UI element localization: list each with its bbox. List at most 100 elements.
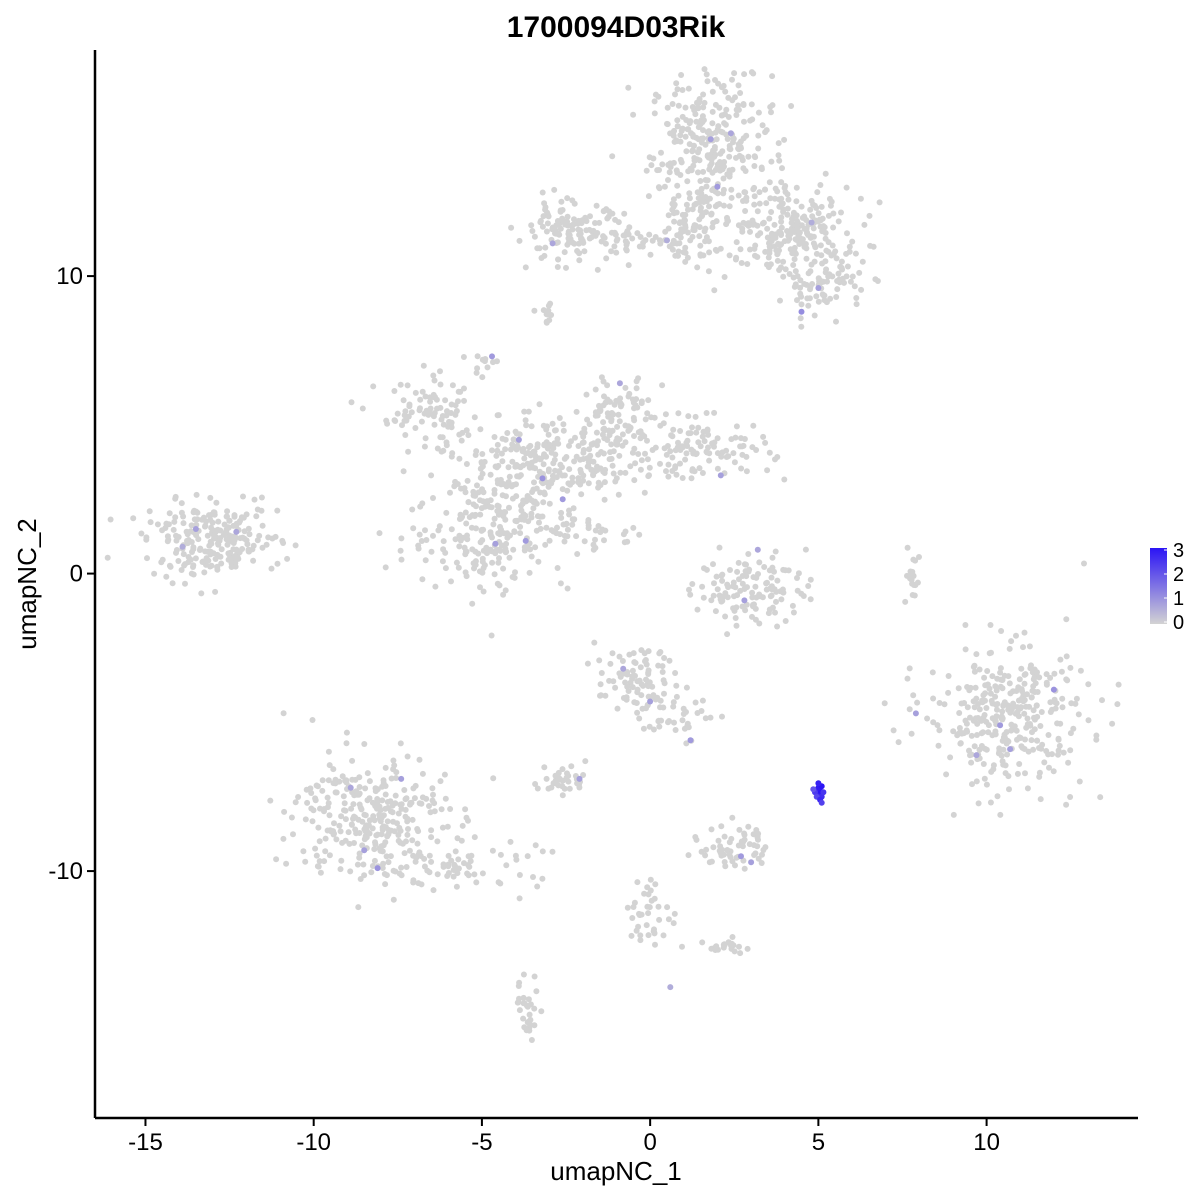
data-point [807, 206, 814, 213]
data-point [1020, 644, 1026, 651]
data-point [601, 479, 608, 486]
data-point [559, 792, 566, 799]
data-point [752, 605, 759, 612]
data-point [183, 528, 190, 535]
data-point [672, 91, 678, 98]
data-point-expressed [808, 219, 815, 226]
data-point [555, 440, 562, 447]
data-point [559, 777, 566, 784]
data-point [1093, 732, 1100, 739]
data-point [739, 451, 746, 458]
data-point [489, 559, 496, 566]
data-point [513, 493, 520, 500]
data-point [1028, 737, 1035, 744]
data-point [379, 865, 386, 871]
data-point [501, 530, 508, 537]
data-point [564, 195, 571, 202]
data-point [406, 403, 413, 410]
data-point [267, 797, 274, 804]
data-point [581, 538, 588, 545]
data-point [520, 971, 527, 978]
data-point [431, 377, 438, 384]
data-point [973, 778, 980, 785]
data-point [1073, 695, 1080, 702]
data-point [740, 857, 747, 864]
data-point [325, 748, 332, 755]
data-point [180, 520, 187, 527]
data-point [609, 153, 616, 160]
data-point [316, 838, 323, 845]
data-point [304, 799, 311, 806]
data-point [815, 210, 822, 217]
data-point [677, 460, 683, 467]
data-point [631, 659, 638, 666]
data-point [224, 513, 230, 520]
data-point [290, 831, 296, 838]
x-axis-ticks: -15 -10 -5 0 5 10 [128, 1118, 1000, 1156]
data-point [764, 467, 771, 474]
data-point [536, 401, 543, 408]
data-point [516, 995, 522, 1002]
data-point [560, 421, 567, 428]
data-point [728, 940, 735, 947]
data-point [222, 529, 229, 535]
data-point [494, 502, 501, 509]
data-point [379, 797, 386, 804]
data-point [769, 586, 776, 593]
data-point [453, 883, 460, 890]
data-point [215, 518, 222, 525]
data-point [1013, 632, 1019, 639]
data-point [752, 252, 758, 259]
data-point [765, 610, 772, 617]
data-point [679, 87, 686, 93]
data-point [1021, 680, 1028, 687]
data-point [670, 132, 677, 139]
data-point [753, 447, 760, 453]
data-point [721, 274, 728, 280]
data-point [354, 861, 361, 868]
data-point [725, 453, 732, 460]
data-point [629, 235, 636, 242]
data-point [569, 222, 575, 229]
data-point [163, 573, 170, 580]
data-point [254, 537, 261, 544]
data-point [777, 242, 784, 249]
data-point [541, 441, 548, 448]
data-point [682, 456, 689, 463]
data-point [546, 537, 553, 544]
data-point [715, 837, 722, 844]
data-point [635, 923, 642, 930]
data-point [1026, 703, 1033, 710]
data-point [1075, 711, 1082, 718]
data-point [697, 199, 704, 206]
data-point [409, 506, 416, 513]
data-point [641, 489, 648, 496]
data-point [778, 218, 785, 225]
data-point [560, 427, 567, 434]
data-point [798, 203, 805, 210]
data-point [881, 700, 888, 707]
data-point [691, 155, 698, 161]
data-point [620, 531, 627, 538]
data-point [454, 835, 461, 842]
data-point [983, 781, 990, 788]
data-point [529, 489, 536, 495]
data-point [706, 249, 713, 256]
data-point [1006, 645, 1013, 652]
data-point [615, 411, 622, 418]
data-point [586, 421, 593, 428]
data-point [775, 140, 782, 147]
data-point [643, 922, 650, 929]
data-point [391, 388, 398, 394]
data-point [1016, 761, 1023, 767]
data-point [522, 264, 529, 271]
data-point [968, 759, 975, 766]
data-point [342, 816, 349, 823]
data-point [397, 801, 404, 808]
data-point [686, 195, 693, 202]
data-point [447, 806, 454, 812]
data-point [743, 197, 750, 204]
data-point [557, 461, 564, 468]
data-point [462, 806, 469, 813]
data-point [194, 509, 201, 516]
